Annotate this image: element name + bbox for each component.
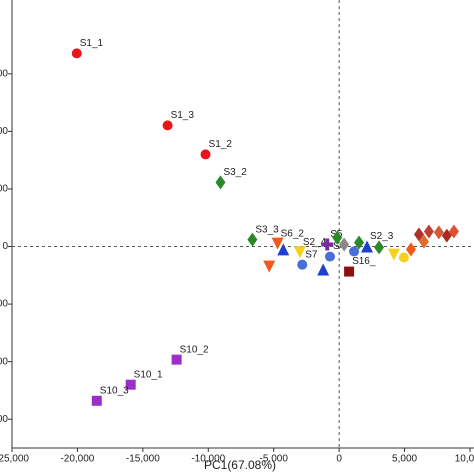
point xyxy=(339,237,350,252)
point-label: S16_ xyxy=(352,256,376,267)
point xyxy=(344,266,355,277)
y-tick-label: 4,000 xyxy=(0,126,8,137)
point-label: S10_1 xyxy=(134,369,163,380)
point xyxy=(263,260,276,273)
point xyxy=(317,263,330,276)
point-label: S1_1 xyxy=(80,38,104,49)
point-label: S3_3 xyxy=(255,224,279,235)
point xyxy=(354,235,365,250)
point-label: S1_3 xyxy=(171,110,195,121)
point xyxy=(125,379,136,390)
point xyxy=(321,238,334,251)
point xyxy=(418,234,429,249)
x-tick-label: -15,000 xyxy=(126,454,160,465)
y-tick-label: 6,000 xyxy=(0,68,8,79)
point-label: S6_2 xyxy=(281,228,305,239)
x-tick-label: 0 xyxy=(336,454,342,465)
point xyxy=(297,259,308,270)
point xyxy=(349,246,360,257)
x-tick-label: -5,000 xyxy=(260,454,289,465)
point-label: S10_3 xyxy=(100,385,129,396)
point xyxy=(247,232,258,247)
point-label: S1_2 xyxy=(209,139,233,150)
point-label: S7 xyxy=(305,249,318,260)
y-tick-label: 0 xyxy=(2,241,8,252)
point-label: S3_2 xyxy=(223,167,247,178)
x-tick-label: -20,000 xyxy=(60,454,94,465)
point-label: S4 xyxy=(333,241,346,252)
y-tick-label: -6,000 xyxy=(0,414,8,425)
point xyxy=(413,227,424,242)
point xyxy=(200,149,211,160)
point xyxy=(271,237,284,250)
point xyxy=(433,225,444,240)
point xyxy=(171,354,182,365)
point xyxy=(374,240,385,255)
x-tick-label: 5,000 xyxy=(392,454,417,465)
y-tick-label: -2,000 xyxy=(0,299,8,310)
y-tick-label: 2,000 xyxy=(0,184,8,195)
point xyxy=(293,246,306,259)
x-tick-label: -25,000 xyxy=(0,454,29,465)
point xyxy=(277,243,290,256)
point xyxy=(215,175,226,190)
point-label: S2_3 xyxy=(370,231,394,242)
point-label: S10_2 xyxy=(180,344,209,355)
point xyxy=(423,224,434,239)
point xyxy=(162,120,173,131)
y-tick-label: -4,000 xyxy=(0,356,8,367)
point xyxy=(91,395,102,406)
x-tick-label: -10,000 xyxy=(191,454,225,465)
x-axis-label: PC1(67.08%) xyxy=(204,458,276,472)
point xyxy=(405,242,416,257)
point xyxy=(398,252,409,263)
point-label: S2_4 xyxy=(303,237,327,248)
point xyxy=(324,251,335,262)
x-tick-label: 10,000 xyxy=(455,454,474,465)
point xyxy=(448,224,459,239)
point xyxy=(361,240,374,253)
point xyxy=(387,248,400,261)
point xyxy=(71,48,82,59)
point xyxy=(332,230,343,245)
